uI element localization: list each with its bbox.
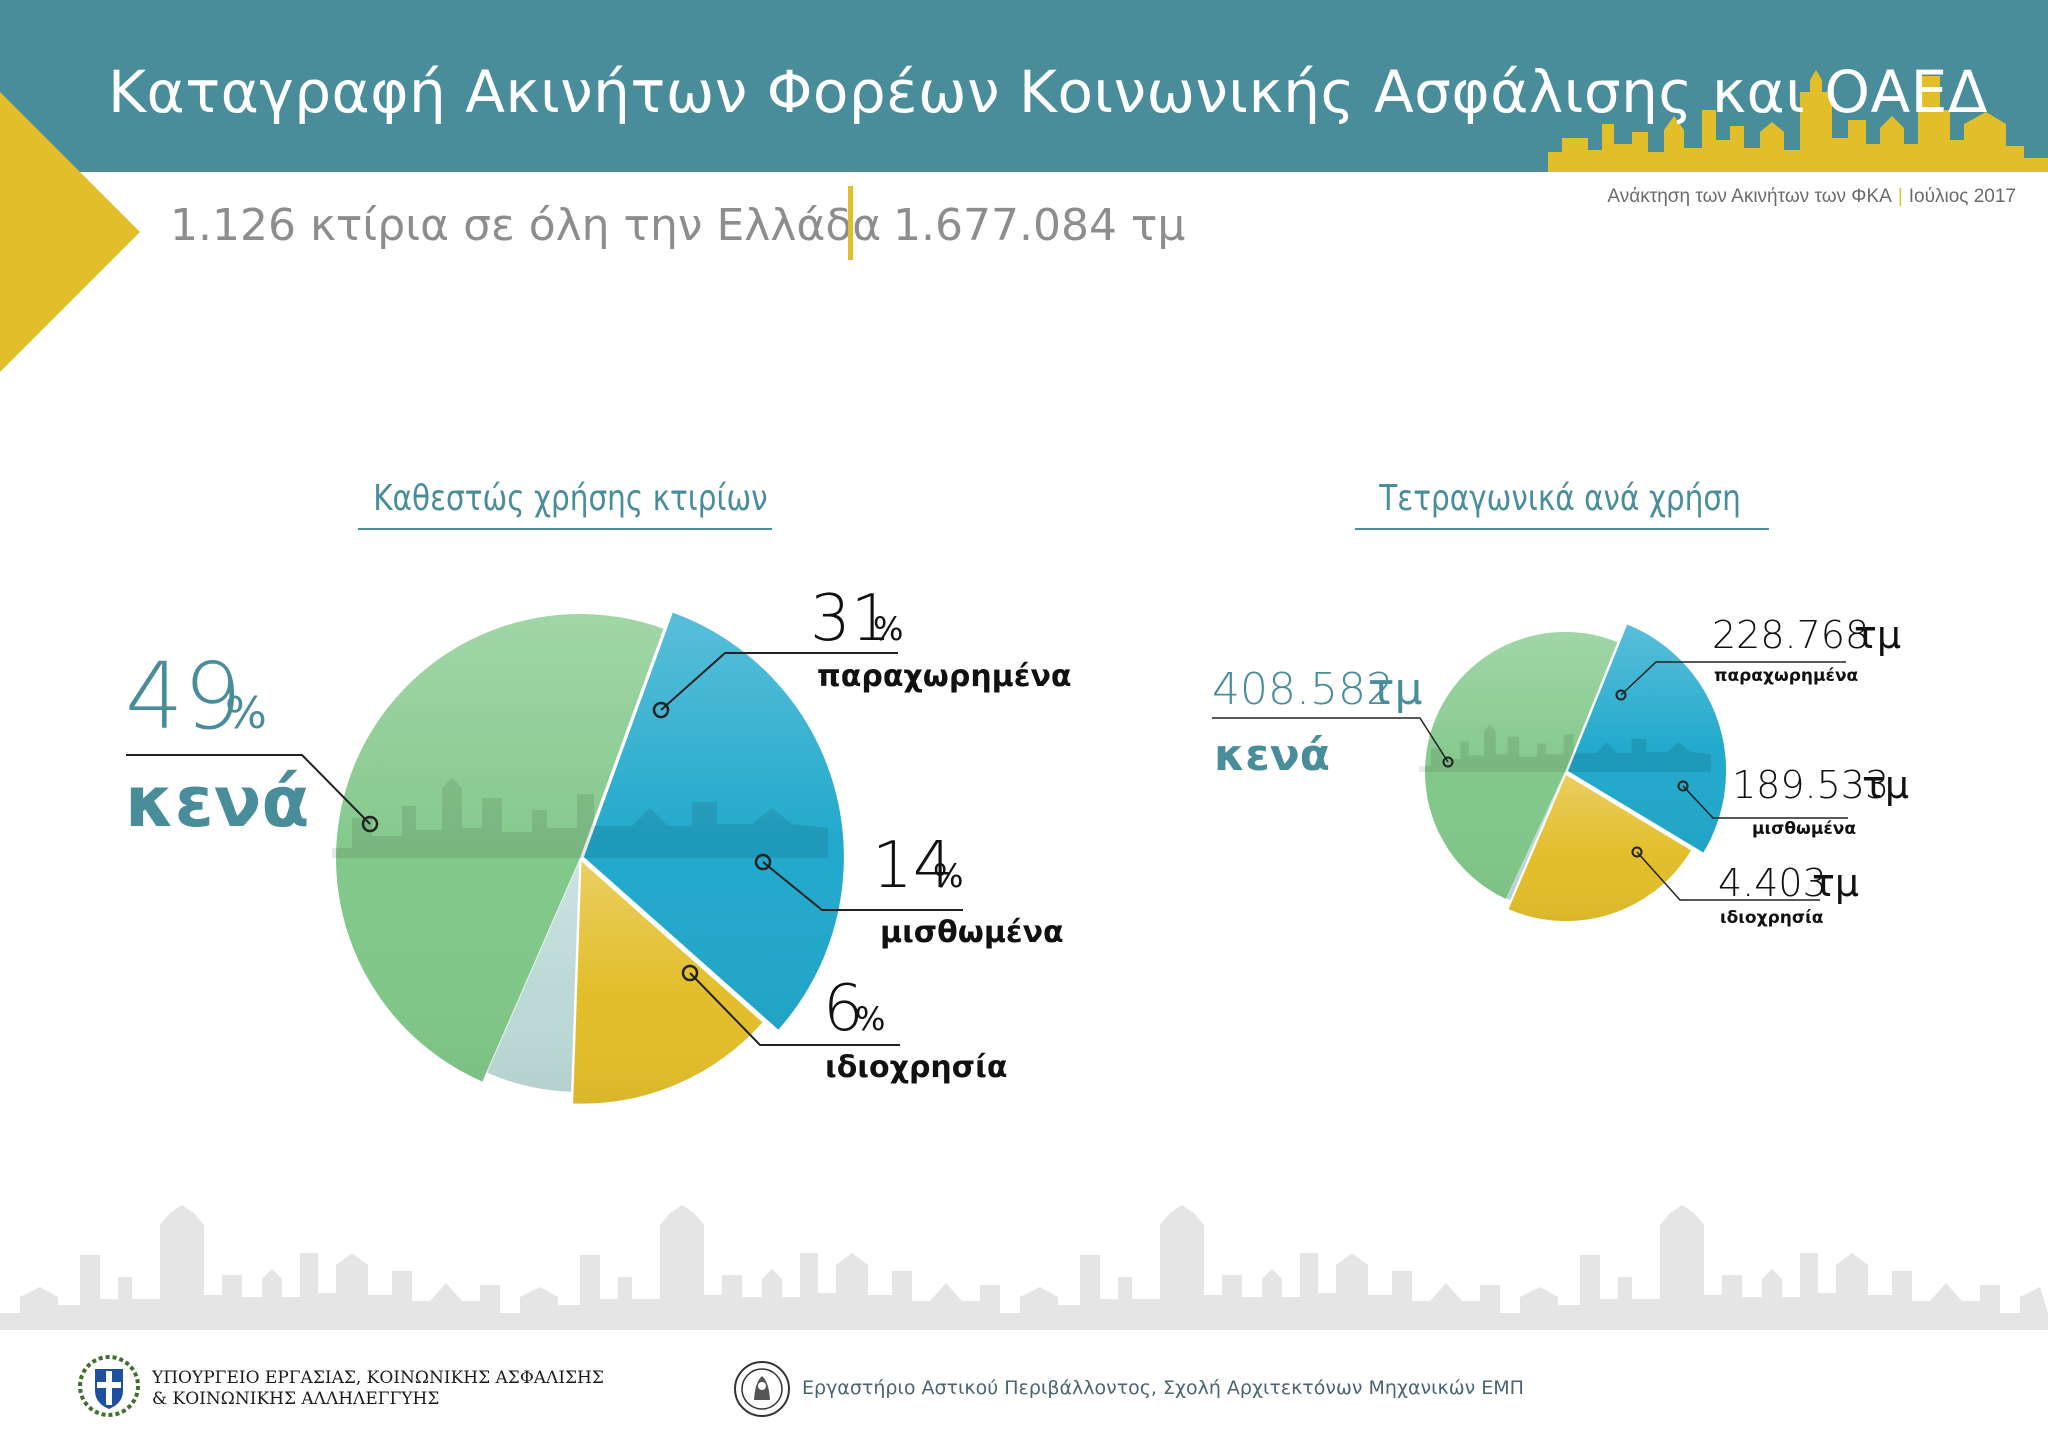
leader-dot	[754, 853, 772, 871]
ntua-seal-icon	[734, 1361, 790, 1417]
chart-1-title: Καθεστώς χρήσης κτιρίων	[373, 478, 768, 519]
slice-label-ιδιοχρησία: ιδιοχρησία	[825, 1050, 1007, 1085]
slice-label-παραχωρημένα: παραχωρημένα	[817, 659, 1072, 694]
leader-dot	[1631, 846, 1643, 858]
greek-emblem-icon	[78, 1355, 140, 1417]
leader-line-παραχωρημένα	[1620, 661, 1846, 696]
leader-dot	[1615, 689, 1627, 701]
slice-label-ιδιοχρησία: ιδιοχρησία	[1720, 908, 1823, 928]
slice-value-κενά: 408.582	[1212, 664, 1394, 715]
leader-dot	[652, 701, 670, 719]
pie-skyline-overlay	[332, 778, 828, 858]
chart-2-title-underline	[1355, 528, 1769, 530]
pie-slice-shading	[1506, 774, 1564, 900]
leader-dot	[361, 815, 379, 833]
slice-unit: %	[225, 688, 267, 739]
skyline-top-graphic	[1548, 70, 2048, 172]
stat-area: 1.677.084 τμ	[893, 200, 1186, 251]
ministry-line-1: ΥΠΟΥΡΓΕΙΟ ΕΡΓΑΣΙΑΣ, ΚΟΙΝΩΝΙΚΗΣ ΑΣΦΑΛΙΣΗΣ	[152, 1368, 604, 1388]
ministry-name: ΥΠΟΥΡΓΕΙΟ ΕΡΓΑΣΙΑΣ, ΚΟΙΝΩΝΙΚΗΣ ΑΣΦΑΛΙΣΗΣ…	[152, 1368, 604, 1410]
slice-label-μισθωμένα: μισθωμένα	[880, 915, 1064, 950]
leader-line-ιδιοχρησία	[1636, 851, 1820, 901]
slice-label-κενά: κενά	[125, 761, 309, 843]
slice-value-παραχωρημένα: 31	[810, 582, 891, 656]
slice-value-παραχωρημένα: 228.768	[1712, 613, 1869, 657]
slice-value-ιδιοχρησία: 4.403	[1718, 861, 1827, 905]
leader-line-παραχωρημένα	[660, 652, 898, 711]
leader-line-μισθωμένα	[1682, 785, 1848, 819]
slice-unit: %	[855, 1000, 885, 1038]
leader-dot	[681, 964, 699, 982]
pie-slice-shading	[583, 612, 844, 1030]
slice-label-κενά: κενά	[1214, 730, 1330, 781]
slice-value-ιδιοχρησία: 6	[823, 972, 864, 1046]
subtitle: Ανάκτηση των Ακινήτων των ΦΚΑ | Ιούλιος 20…	[1607, 186, 2016, 208]
ministry-line-2: & ΚΟΙΝΩΝΙΚΗΣ ΑΛΛΗΛΕΓΓΥΗΣ	[152, 1389, 440, 1409]
yellow-triangle-decoration	[0, 92, 140, 372]
leader-line-κενά	[1212, 717, 1449, 763]
chart-1-title-underline	[358, 528, 772, 530]
chart-2-pie: 408.582τμκενά228.768τμπαραχωρημένα189.53…	[1212, 613, 1909, 928]
leader-line-μισθωμένα	[762, 861, 963, 911]
pie-skyline-overlay	[1419, 724, 1711, 772]
leader-dot	[1677, 780, 1689, 792]
subtitle-source: Ανάκτηση των Ακινήτων των ΦΚΑ	[1607, 186, 1892, 207]
subtitle-date: Ιούλιος 2017	[1908, 186, 2016, 207]
slice-label-παραχωρημένα: παραχωρημένα	[1714, 666, 1858, 686]
leader-dot	[1442, 756, 1454, 768]
stats-divider	[848, 186, 853, 260]
slice-unit: τμ	[1862, 763, 1909, 807]
slice-value-μισθωμένα: 14	[872, 829, 953, 903]
slice-unit: τμ	[1368, 664, 1422, 715]
slice-unit: τμ	[1812, 861, 1859, 905]
slice-value-κενά: 49	[125, 643, 242, 750]
leader-line-κενά	[126, 754, 371, 825]
chart-2-title: Τετραγωνικά ανά χρήση	[1379, 478, 1741, 519]
stat-buildings: 1.126 κτίρια σε όλη την Ελλάδα	[170, 200, 882, 251]
slice-value-μισθωμένα: 189.533	[1732, 763, 1889, 807]
chart-1-pie: 49% κενά 31% παραχωρημένα 14% μισθωμένα 6% ιδιο…	[125, 582, 1072, 1104]
pie-slice-shading	[336, 614, 664, 1082]
slice-label-μισθωμένα: μισθωμένα	[1752, 819, 1856, 839]
slice-unit: τμ	[1854, 613, 1901, 657]
pie-slice-shading	[1425, 632, 1618, 899]
skyline-bottom-graphic	[0, 1205, 2048, 1330]
pie-slice-shading	[487, 861, 580, 1092]
page-title: Καταγραφή Ακινήτων Φορέων Κοινωνικής Ασφ…	[108, 58, 1988, 126]
pie-slice-shading	[1568, 624, 1727, 853]
slice-unit: %	[873, 610, 903, 648]
leader-line-ιδιοχρησία	[689, 972, 900, 1046]
slice-unit: %	[933, 857, 963, 895]
pie-slice-shading	[573, 861, 763, 1104]
lab-name: Εργαστήριο Αστικού Περιβάλλοντος, Σχολή …	[802, 1377, 1524, 1399]
pie-slice-shading	[1508, 775, 1692, 922]
subtitle-separator: |	[1897, 186, 1903, 207]
